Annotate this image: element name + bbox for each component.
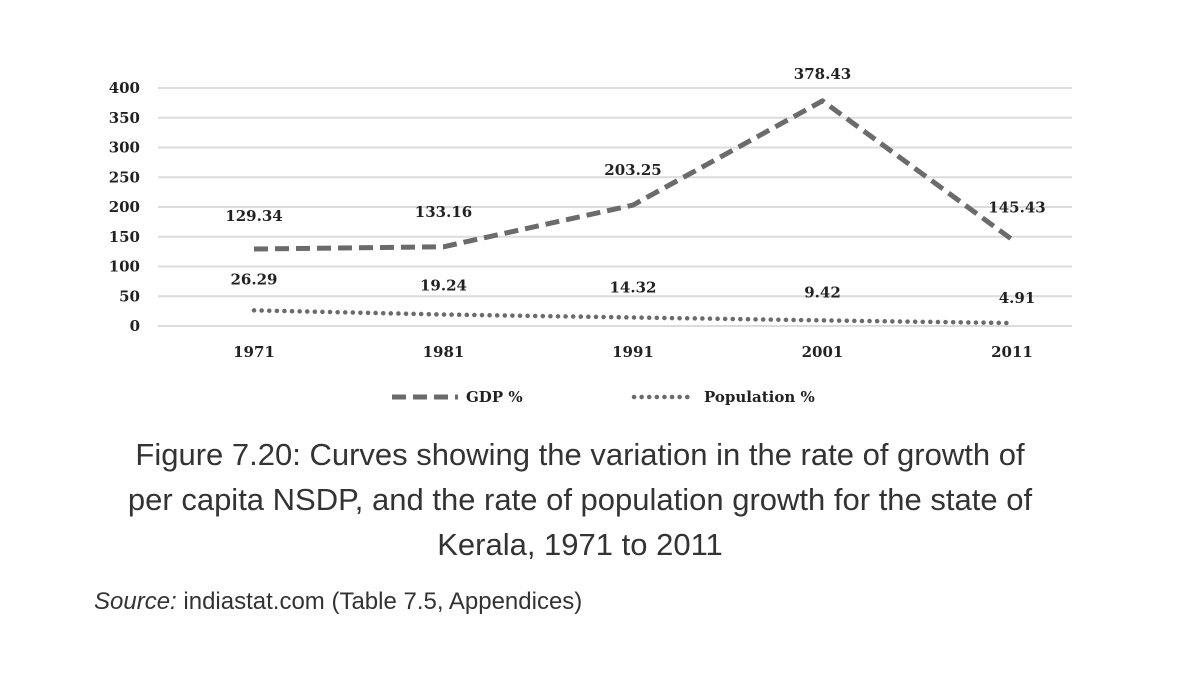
y-tick-label: 50 xyxy=(119,287,140,305)
figure-caption: Figure 7.20: Curves showing the variatio… xyxy=(60,432,1100,567)
y-tick-label: 400 xyxy=(109,79,140,97)
data-label-gdp: 378.43 xyxy=(794,65,851,83)
data-label-gdp: 129.34 xyxy=(225,207,282,225)
series-line-population xyxy=(251,308,1015,326)
legend-label-gdp: GDP % xyxy=(466,388,523,406)
caption-line-3: Kerala, 1971 to 2011 xyxy=(437,527,723,562)
x-tick-label: 2011 xyxy=(991,343,1033,361)
caption-line-2: per capita NSDP, and the rate of populat… xyxy=(127,482,1033,517)
x-tick-label: 1971 xyxy=(233,343,275,361)
x-tick-label: 1981 xyxy=(423,343,465,361)
series-line-gdp xyxy=(253,98,1014,252)
y-tick-label: 250 xyxy=(109,168,140,186)
y-tick-label: 0 xyxy=(130,317,140,335)
y-tick-label: 100 xyxy=(109,258,140,276)
y-tick-label: 350 xyxy=(109,109,140,127)
data-label-population: 9.42 xyxy=(804,283,841,301)
y-tick-label: 200 xyxy=(109,198,140,216)
legend-label-population: Population % xyxy=(704,388,815,406)
x-tick-label: 1991 xyxy=(612,343,654,361)
data-label-gdp: 203.25 xyxy=(604,161,661,179)
source-note: Source: indiastat.com (Table 7.5, Append… xyxy=(94,588,582,616)
source-label: Source: xyxy=(94,588,177,615)
data-label-gdp: 145.43 xyxy=(988,198,1045,216)
data-label-population: 26.29 xyxy=(231,270,278,288)
source-text: indiastat.com (Table 7.5, Appendices) xyxy=(176,588,583,615)
x-tick-label: 2001 xyxy=(802,343,844,361)
caption-line-1: Figure 7.20: Curves showing the variatio… xyxy=(135,437,1025,472)
y-tick-label: 150 xyxy=(109,228,140,246)
data-label-population: 19.24 xyxy=(420,277,467,295)
y-tick-label: 300 xyxy=(109,139,140,157)
data-label-population: 4.91 xyxy=(999,289,1036,307)
data-label-gdp: 133.16 xyxy=(415,203,472,221)
data-label-population: 14.32 xyxy=(610,278,657,296)
line-chart: 0 50 100 150 200 250 300 350 400 1971 1981 1991 2001… xyxy=(109,65,1072,406)
